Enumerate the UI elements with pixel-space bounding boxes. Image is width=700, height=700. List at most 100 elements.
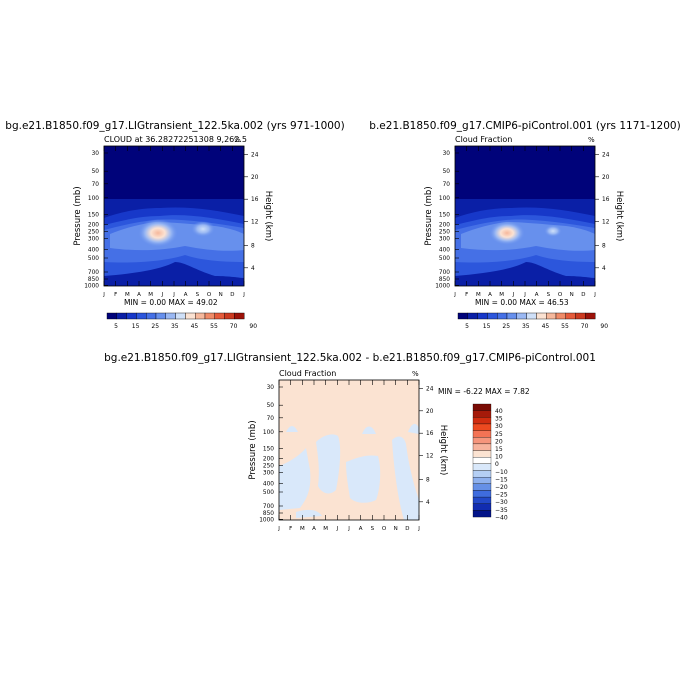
- x-tick-label: J: [102, 292, 105, 298]
- stats-text: MIN = 0.00 MAX = 49.02: [124, 298, 218, 307]
- panel-subtitle: Cloud Fraction: [455, 135, 512, 144]
- colorbar-label: 25: [495, 431, 503, 438]
- x-tick-label: D: [581, 292, 585, 298]
- y-axis-label: Pressure (mb): [248, 420, 258, 479]
- colorbar-label: 90: [600, 323, 608, 330]
- x-tick-label: J: [417, 526, 420, 532]
- x-tick-label: J: [172, 292, 175, 298]
- x-tick-label: F: [289, 526, 292, 532]
- panel-title: bg.e21.B1850.f09_g17.LIGtransient_122.5k…: [5, 120, 344, 132]
- panel-title: bg.e21.B1850.f09_g17.LIGtransient_122.5k…: [104, 352, 596, 364]
- y2-tick-label: 16: [251, 197, 259, 203]
- x-tick-label: J: [161, 292, 164, 298]
- y-axis-units: %: [412, 370, 419, 378]
- y-tick-label: 400: [439, 248, 450, 254]
- y-tick-label: 200: [439, 222, 450, 228]
- colorbar-swatch: [472, 510, 492, 518]
- x-tick-label: F: [465, 292, 468, 298]
- y-tick-label: 700: [439, 270, 450, 276]
- plot-area: [454, 145, 596, 287]
- x-tick-label: J: [453, 292, 456, 298]
- x-tick-label: N: [394, 526, 398, 532]
- colorbar-label: 35: [495, 416, 503, 423]
- colorbar-swatch: [472, 430, 492, 438]
- colorbar-swatch: [472, 410, 492, 418]
- x-tick-label: N: [219, 292, 223, 298]
- y-tick-label: 100: [88, 196, 99, 202]
- y2-tick-label: 12: [251, 220, 259, 226]
- colorbar-label: 15: [495, 446, 503, 453]
- panel-lig: bg.e21.B1850.f09_g17.LIGtransient_122.5k…: [5, 120, 344, 330]
- y-tick-label: 100: [439, 196, 450, 202]
- y2-tick-label: 12: [426, 454, 434, 460]
- x-tick-label: J: [523, 292, 526, 298]
- colorbar-swatch: [546, 312, 557, 320]
- x-tick-label: S: [196, 292, 200, 298]
- colorbar-label: 10: [495, 454, 503, 461]
- y-tick-label: 200: [263, 456, 274, 462]
- y-tick-label: 300: [88, 236, 99, 242]
- colorbar-label: −25: [495, 492, 508, 499]
- x-tick-label: J: [336, 526, 339, 532]
- colorbar-label: −35: [495, 507, 508, 514]
- x-tick-label: O: [558, 292, 563, 298]
- colorbar-label: −40: [495, 514, 508, 521]
- y-axis-units: %: [588, 136, 595, 144]
- plot-area: [278, 379, 420, 521]
- colorbar-label: 15: [132, 323, 140, 330]
- y2-tick-label: 4: [426, 500, 430, 506]
- colorbar-swatch: [526, 312, 537, 320]
- x-tick-label: F: [114, 292, 117, 298]
- y2-tick-label: 12: [602, 220, 610, 226]
- colorbar: 5 15 25 35 45 55 70 90: [457, 312, 608, 330]
- y-tick-label: 100: [263, 430, 274, 436]
- y-tick-label: 1000: [259, 517, 274, 523]
- x-tick-label: N: [570, 292, 574, 298]
- colorbar-swatch: [472, 450, 492, 458]
- y-tick-label: 150: [263, 447, 274, 453]
- colorbar-label: 90: [249, 323, 257, 330]
- x-tick-label: J: [512, 292, 515, 298]
- y2-tick-label: 16: [602, 197, 610, 203]
- y-tick-label: 50: [267, 403, 275, 409]
- y-tick-label: 200: [88, 222, 99, 228]
- panel-difference: bg.e21.B1850.f09_g17.LIGtransient_122.5k…: [104, 352, 596, 532]
- y-tick-label: 500: [88, 256, 99, 262]
- colorbar-swatch: [536, 312, 547, 320]
- y-tick-label: 30: [92, 151, 100, 157]
- colorbar-swatch: [214, 312, 225, 320]
- colorbar-swatch: [472, 490, 492, 498]
- colorbar-swatch: [472, 476, 492, 484]
- y-tick-label: 400: [263, 482, 274, 488]
- colorbar-swatch: [477, 312, 488, 320]
- colorbar-swatch: [472, 457, 492, 465]
- y2-tick-label: 8: [602, 243, 606, 249]
- colorbar-swatch: [506, 312, 518, 320]
- y-tick-label: 850: [439, 277, 450, 283]
- y-tick-label: 850: [88, 277, 99, 283]
- colorbar-swatch: [136, 312, 147, 320]
- colorbar-label: 45: [191, 323, 199, 330]
- y2-tick-label: 20: [426, 409, 434, 415]
- colorbar-swatch: [165, 312, 176, 320]
- x-tick-label: J: [347, 526, 350, 532]
- x-tick-label: M: [476, 292, 481, 298]
- y-tick-label: 400: [88, 248, 99, 254]
- colorbar-swatch: [497, 312, 508, 320]
- x-tick-label: D: [405, 526, 409, 532]
- x-tick-label: M: [148, 292, 153, 298]
- colorbar-label: 15: [483, 323, 491, 330]
- colorbar-swatch: [175, 312, 186, 320]
- stats-text: MIN = 0.00 MAX = 46.53: [475, 298, 569, 307]
- y-axis-label: Pressure (mb): [73, 186, 83, 245]
- colorbar-swatch: [472, 496, 492, 504]
- y-tick-label: 30: [267, 385, 275, 391]
- colorbar-swatch: [457, 312, 469, 320]
- y-tick-label: 70: [267, 416, 275, 422]
- colorbar-swatch: [234, 312, 245, 320]
